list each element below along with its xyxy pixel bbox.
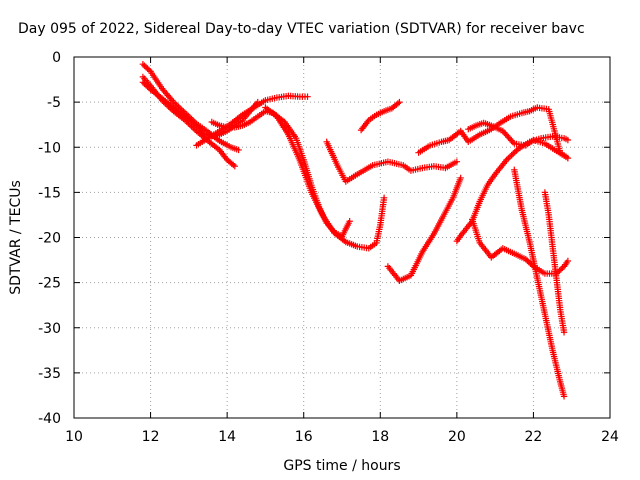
x-tick-label: 16 xyxy=(295,429,313,445)
y-tick-label: -30 xyxy=(38,321,61,337)
y-tick-label: -5 xyxy=(47,95,61,111)
series-arc-4 xyxy=(193,92,311,149)
x-tick-label: 18 xyxy=(371,429,389,445)
series-arc-7 xyxy=(323,138,461,185)
data-point xyxy=(560,393,568,400)
data-point xyxy=(564,136,572,144)
series-arc-10 xyxy=(415,104,572,162)
series-arc-1 xyxy=(139,61,242,154)
data-point xyxy=(230,161,237,169)
data-point xyxy=(144,65,151,72)
y-tick-label: -10 xyxy=(38,140,61,156)
data-point xyxy=(557,266,565,273)
y-tick-label: -15 xyxy=(38,185,61,201)
series-arc-14 xyxy=(511,166,568,400)
y-tick-label: -20 xyxy=(38,231,61,247)
data-point xyxy=(231,163,238,170)
x-tick-label: 20 xyxy=(448,429,466,445)
series-arc-3 xyxy=(139,79,261,140)
data-point xyxy=(453,158,461,165)
data-point xyxy=(502,131,509,138)
series-arc-9 xyxy=(384,174,464,284)
chart-title: Day 095 of 2022, Sidereal Day-to-day VTE… xyxy=(18,21,585,37)
data-point xyxy=(522,256,529,263)
series-arc-13 xyxy=(469,216,572,277)
data-point xyxy=(564,257,572,265)
label-layer: 10 12 14 16 18 20 22 24 0 -5 -10 -15 -20 -25 -30 -35 -40 xyxy=(38,50,619,445)
x-tick-label: 24 xyxy=(601,429,619,445)
series-layer xyxy=(139,61,572,400)
data-point xyxy=(380,194,388,201)
data-point xyxy=(139,61,147,68)
data-point xyxy=(346,218,353,225)
data-point xyxy=(235,146,242,154)
y-tick-label: 0 xyxy=(52,50,61,66)
x-tick-label: 10 xyxy=(65,429,83,445)
data-point xyxy=(142,63,150,71)
data-point xyxy=(509,138,516,146)
series-arc-6 xyxy=(262,104,388,252)
series-arc-8 xyxy=(357,98,403,134)
y-tick-label: -35 xyxy=(38,366,61,382)
tick-layer xyxy=(73,56,611,419)
data-point xyxy=(564,154,572,162)
y-tick-label: -25 xyxy=(38,276,61,292)
series-arc-15 xyxy=(541,189,568,336)
data-point xyxy=(524,257,531,264)
x-tick-label: 12 xyxy=(142,429,160,445)
x-tick-label: 14 xyxy=(218,429,236,445)
x-tick-label: 22 xyxy=(525,429,543,445)
data-point xyxy=(396,98,403,106)
y-tick-label: -40 xyxy=(38,411,61,427)
data-point xyxy=(560,329,568,336)
data-point xyxy=(142,82,150,89)
series-line xyxy=(387,177,462,282)
y-axis-title: SDTVAR / TECUs xyxy=(8,180,24,295)
series-line xyxy=(417,106,569,159)
data-point xyxy=(394,100,402,107)
data-point xyxy=(457,174,464,182)
data-point xyxy=(139,79,147,86)
data-point xyxy=(304,93,311,100)
series-arc-11 xyxy=(465,119,572,162)
x-axis-title: GPS time / hours xyxy=(283,458,400,474)
data-point xyxy=(144,83,151,90)
